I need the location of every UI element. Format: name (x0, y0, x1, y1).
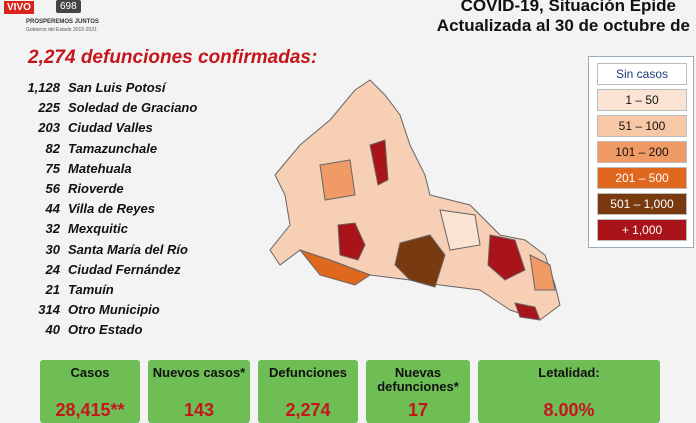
stat-value: 28,415** (55, 400, 125, 420)
list-row: 32 Mexquitic (6, 221, 128, 241)
municipality-name: Villa de Reyes (68, 201, 155, 217)
list-row: 225 Soledad de Graciano (6, 100, 197, 120)
list-row: 82 Tamazunchale (6, 140, 158, 161)
death-count: 1,128 (27, 80, 60, 95)
municipality-name: San Luis Potosí (68, 80, 166, 95)
stat-card: Casos 28,415** (40, 360, 140, 423)
municipality-name: Ciudad Fernández (68, 261, 181, 277)
state-shape (269, 79, 561, 321)
legend-item: 201 – 500 (597, 167, 687, 189)
death-count: 82 (45, 140, 60, 156)
stat-card: Nuevos casos* 143 (148, 360, 250, 423)
stat-value: 8.00% (543, 400, 595, 420)
stat-label: Nuevos casos* (152, 365, 246, 380)
legend-item: Sin casos (597, 63, 687, 85)
municipality (529, 254, 556, 291)
death-count: 32 (45, 221, 60, 237)
stat-label: Nuevas defunciones* (377, 365, 459, 394)
death-count: 56 (45, 181, 60, 196)
list-row: 314 Otro Municipio (6, 302, 160, 322)
subtitle: Actualizada al 30 de octubre de (436, 16, 690, 35)
map (269, 79, 561, 321)
death-count: 203 (38, 120, 60, 136)
list-row: 21 Tamuín (6, 282, 114, 302)
list-row: 24 Ciudad Fernández (6, 262, 181, 282)
municipality-name: Mexquitic (68, 221, 128, 237)
list-row: 1,128 San Luis Potosí (6, 80, 166, 100)
death-count: 30 (45, 241, 60, 257)
list-row: 203 Ciudad Valles (6, 120, 153, 140)
stat-card: Nuevas defunciones* 17 (366, 360, 470, 423)
municipality (487, 234, 526, 281)
death-count: 21 (45, 282, 60, 297)
death-count: 44 (45, 201, 60, 217)
stat-card: Letalidad: 8.00% (478, 360, 660, 423)
stat-value: 17 (407, 400, 429, 420)
municipality (369, 139, 389, 186)
list-row: 56 Rioverde (6, 181, 124, 201)
legend-item: + 1,000 (597, 219, 687, 241)
legend: Sin casos 1 – 50 51 – 100 101 – 200 201 – 50… (588, 56, 694, 248)
municipality-name: Otro Municipio (68, 302, 160, 318)
death-count: 40 (45, 322, 60, 338)
municipality-name: Soledad de Graciano (68, 100, 198, 116)
logo-subtext: Gobierno del Estado 2015-2021 (26, 27, 97, 33)
municipality (298, 248, 372, 286)
list-row: 30 Santa María del Río (6, 242, 188, 262)
logo-text: PROSPEREMOS JUNTOS (26, 19, 99, 25)
title: COVID-19, Situación Epide (460, 0, 676, 15)
legend-item: 1 – 50 (597, 89, 687, 111)
municipality-name: Matehuala (68, 160, 132, 176)
death-count: 24 (45, 261, 60, 277)
legend-item: 51 – 100 (597, 115, 687, 137)
live-badge: VIVO (4, 1, 34, 14)
municipality-name: Tamuín (68, 282, 114, 297)
stat-card: Defunciones 2,274 (258, 360, 358, 423)
municipality (514, 302, 541, 321)
municipality-name: Santa María del Río (68, 241, 188, 257)
municipality-name: Otro Estado (68, 322, 143, 338)
stat-label: Defunciones (268, 365, 347, 380)
stat-value: 143 (183, 400, 215, 420)
headline: 2,274 defunciones confirmadas: (28, 47, 318, 68)
logo: VIVO 698 PROSPEREMOS JUNTOS Gobierno del… (0, 0, 110, 42)
stat-label: Letalidad: (538, 365, 600, 380)
municipality (439, 209, 481, 251)
death-count: 314 (38, 302, 60, 318)
municipality-name: Tamazunchale (68, 140, 158, 156)
list-row: 40 Otro Estado (6, 322, 143, 342)
municipality (337, 222, 366, 261)
death-count: 75 (45, 160, 60, 176)
legend-item: 501 – 1,000 (597, 193, 687, 215)
list-row: 44 Villa de Reyes (6, 201, 155, 221)
stat-label: Casos (70, 365, 110, 380)
list-row: 75 Matehuala (6, 161, 132, 181)
municipality-name: Rioverde (68, 181, 124, 196)
municipality (319, 159, 356, 201)
municipality (394, 234, 446, 288)
death-count: 225 (38, 100, 60, 116)
viewer-count: 698 (56, 0, 81, 13)
stat-value: 2,274 (285, 400, 331, 420)
municipality-name: Ciudad Valles (68, 120, 153, 136)
legend-item: 101 – 200 (597, 141, 687, 163)
